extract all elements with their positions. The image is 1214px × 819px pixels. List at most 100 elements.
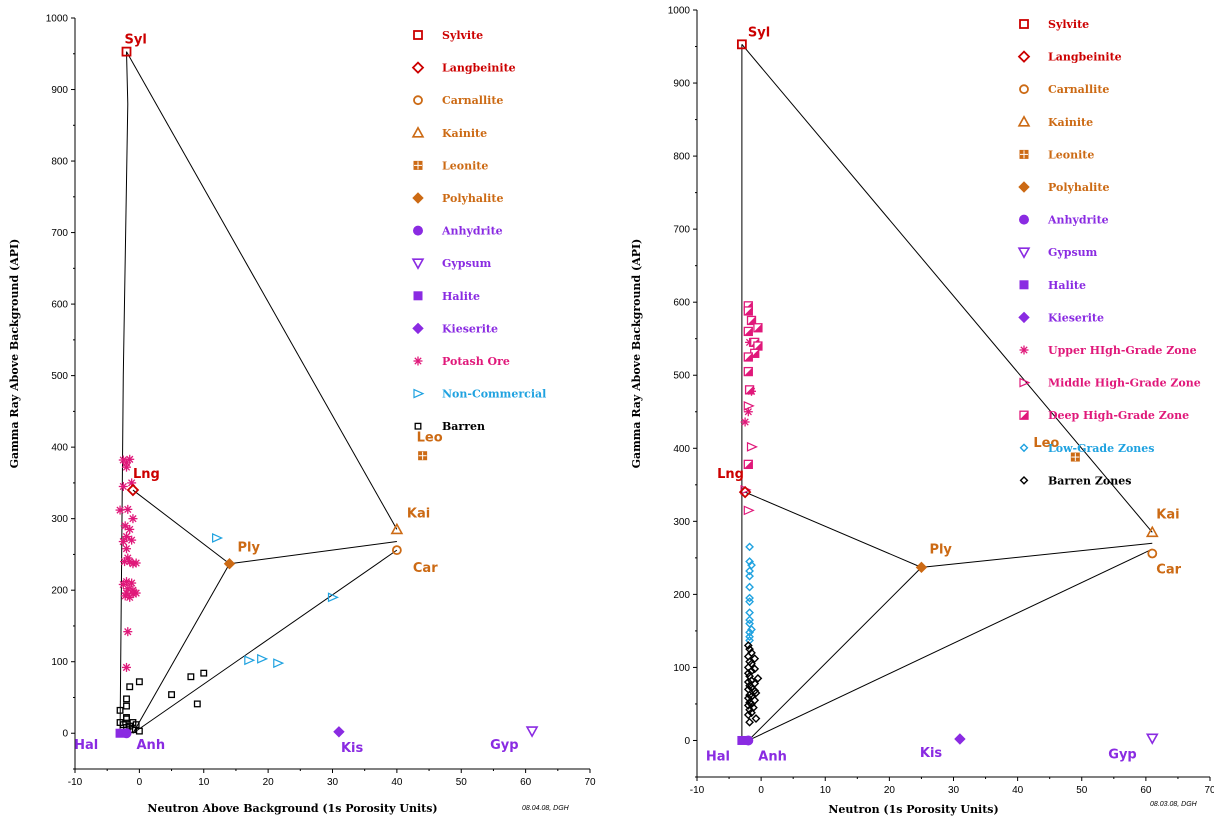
data-point <box>123 695 130 703</box>
series-deep-high-grade-zone <box>743 301 763 470</box>
tie-line <box>747 566 922 741</box>
legend-marker <box>1019 214 1029 225</box>
legend-item: Barren <box>414 420 485 433</box>
data-point <box>743 710 753 720</box>
data-point <box>193 700 201 708</box>
x-tick-label: 20 <box>263 777 275 788</box>
data-point <box>745 593 754 603</box>
mineral-label: Ply <box>238 541 261 556</box>
mineral-point <box>333 726 345 738</box>
legend-item: Langbeinite <box>411 61 516 75</box>
y-tick-label: 900 <box>51 85 68 96</box>
x-tick-label: 70 <box>1204 785 1214 796</box>
series-low-grade-zones <box>745 542 756 645</box>
legend-marker <box>413 95 423 106</box>
y-tick-label: 900 <box>673 79 690 90</box>
tie-line <box>229 541 397 565</box>
y-axis-title: Gamma Ray Above Background (API) <box>630 239 643 469</box>
data-point <box>123 714 130 721</box>
data-point <box>123 504 133 514</box>
legend-marker <box>411 61 425 74</box>
y-tick-label: 1000 <box>668 6 691 17</box>
data-point <box>753 673 763 683</box>
mineral-label: Kai <box>407 506 430 521</box>
mineral-point <box>954 733 966 745</box>
tie-line <box>126 51 398 530</box>
data-point <box>745 608 754 618</box>
legend-item: Non-Commercial <box>413 388 546 401</box>
legend-marker <box>413 225 423 236</box>
legend-label: Polyhalite <box>1048 181 1109 194</box>
series-middle-high-grade-zone <box>740 400 758 516</box>
data-point <box>120 591 130 601</box>
data-point <box>751 714 761 723</box>
legend-item: Low-Grade Zones <box>1019 442 1155 455</box>
y-tick-label: 100 <box>51 657 68 668</box>
legend-item: Carnallite <box>1019 83 1109 96</box>
legend-label: Low-Grade Zones <box>1048 442 1155 455</box>
data-point <box>745 615 754 625</box>
data-point <box>127 578 137 588</box>
mineral-point <box>736 39 747 50</box>
legend-marker <box>1019 280 1029 290</box>
mineral-hal: Hal <box>706 735 747 764</box>
legend-item: Anhydrite <box>1019 214 1109 227</box>
mineral-gyp: Gyp <box>1108 733 1159 762</box>
mineral-ply: Ply <box>223 541 261 570</box>
legend-label: Deep High-Grade Zone <box>1048 409 1189 422</box>
mineral-kai: Kai <box>1145 507 1180 538</box>
data-point <box>743 366 753 377</box>
mineral-syl: Syl <box>121 33 147 57</box>
x-tick-label: -10 <box>68 777 83 788</box>
data-point <box>120 521 130 531</box>
legend-label: Halite <box>1048 279 1086 292</box>
mineral-label: Lng <box>717 467 744 482</box>
y-tick-label: 200 <box>673 590 690 601</box>
legend-label: Polyhalite <box>442 192 503 205</box>
legend-marker <box>413 356 423 366</box>
data-point <box>745 597 754 607</box>
y-tick-label: 800 <box>51 157 68 168</box>
data-point <box>125 524 135 534</box>
legend-marker <box>1019 19 1029 29</box>
legend-marker <box>411 258 425 270</box>
mineral-label: Car <box>413 561 438 576</box>
data-point <box>118 481 128 491</box>
legend-marker <box>414 422 422 430</box>
legend-label: Barren Zones <box>1048 474 1131 487</box>
data-point <box>747 625 756 634</box>
data-point <box>244 655 256 666</box>
legend-marker <box>1019 345 1029 355</box>
legend-marker <box>1019 84 1029 95</box>
mineral-point <box>223 558 236 570</box>
data-point <box>200 669 208 677</box>
data-point <box>115 505 125 515</box>
legend-item: Gypsum <box>411 257 492 270</box>
data-point <box>131 558 141 568</box>
mineral-kai: Kai <box>390 506 430 535</box>
legend: Sylvite Langbeinite Carnallite Kainite Leoni… <box>411 29 546 433</box>
x-tick-label: 0 <box>758 785 764 796</box>
x-tick-label: 50 <box>456 777 468 788</box>
mineral-label: Anh <box>758 749 787 764</box>
legend-label: Langbeinite <box>1048 51 1122 64</box>
mineral-point <box>390 522 404 535</box>
legend-label: Carnallite <box>442 94 503 107</box>
legend-label: Sylvite <box>442 29 483 42</box>
x-tick-label: 10 <box>820 785 832 796</box>
y-tick-label: 500 <box>51 371 68 382</box>
data-point <box>122 662 131 672</box>
mineral-label: Ply <box>929 542 952 557</box>
data-point <box>745 582 754 592</box>
legend-item: Sylvite <box>413 29 483 42</box>
mineral-car: Car <box>391 545 438 576</box>
data-point <box>743 505 755 516</box>
mineral-label: Leo <box>1033 436 1059 451</box>
data-point <box>744 385 755 395</box>
mineral-label: Hal <box>706 749 730 764</box>
legend-marker <box>1017 50 1031 63</box>
legend-item: Barren Zones <box>1019 474 1131 487</box>
legend-item: Carnallite <box>413 94 503 107</box>
x-tick-label: 0 <box>137 777 143 788</box>
data-point <box>116 719 124 726</box>
